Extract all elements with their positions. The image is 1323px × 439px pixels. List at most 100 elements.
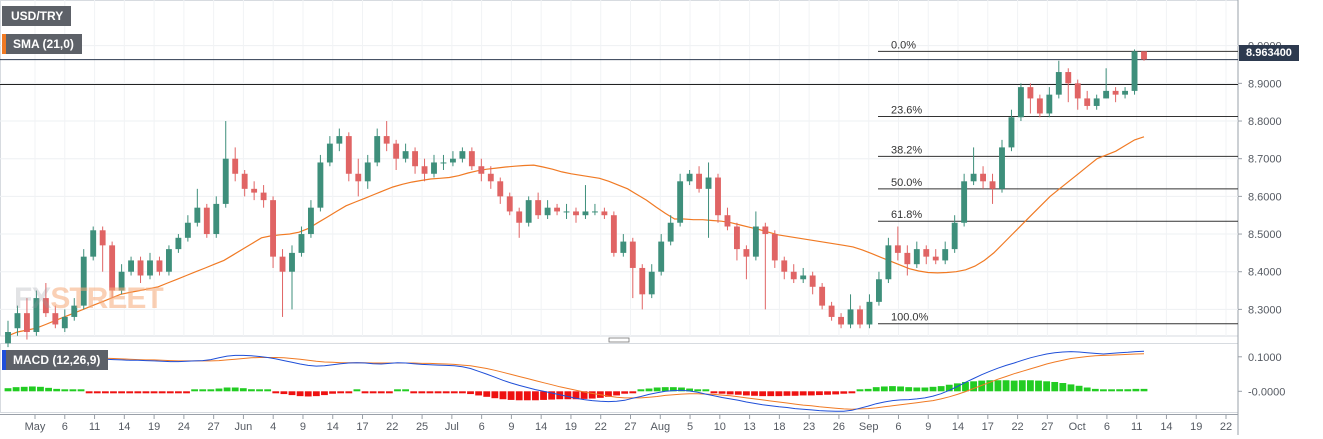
candle-body [724,215,731,227]
macd-histogram-bar [759,391,767,397]
candle-body [809,275,816,287]
candle-body [468,151,475,167]
candle-body [847,309,854,325]
candle-body [762,226,769,235]
macd-histogram-bar [450,391,458,394]
x-tick-label: 22 [595,421,607,433]
macd-histogram-bar [718,391,726,394]
candle-body [393,143,400,159]
macd-histogram-bar [296,391,304,397]
candle-body [298,234,305,253]
macd-histogram-bar [978,380,986,392]
x-tick-label: 14 [1160,421,1172,433]
macd-legend[interactable]: MACD (12,26,9) [2,350,109,370]
candle-body [147,260,153,276]
macd-histogram-bar [369,391,377,394]
x-tick-label: 27 [208,421,220,433]
x-tick-label: 18 [773,421,785,433]
candle-body [61,316,68,329]
macd-histogram-bar [150,391,158,394]
candle-body [771,234,778,261]
x-tick-label: Oct [1069,421,1086,433]
candle-body [781,260,788,272]
candle-body [1065,72,1072,84]
macd-histogram-bar [475,391,483,396]
sma-legend[interactable]: SMA (21,0) [2,34,82,54]
watermark-fx: FX [14,282,51,315]
candle-body [620,241,627,253]
macd-histogram-bar [694,389,702,392]
macd-histogram-bar [816,391,823,396]
x-tick-label: 9 [300,421,306,433]
macd-histogram-bar [491,391,499,399]
macd-histogram-bar [686,388,694,392]
candle-body [875,279,882,302]
candle-body [194,207,201,223]
fxstreet-watermark: FXSTREET [14,282,164,316]
macd-histogram-bar [199,389,207,392]
candle-body [251,188,258,193]
candle-body [838,316,845,325]
x-tick-label: Jun [235,421,253,433]
panel-divider-grip [608,337,630,343]
main-panel-border [0,0,1239,337]
macd-histogram-bar [605,391,612,397]
macd-histogram-bar [312,391,320,397]
macd-histogram-bar [889,386,896,392]
macd-histogram-bar [710,391,718,394]
x-tick-label: 4 [270,421,276,433]
candle-body [449,158,456,163]
macd-histogram-bar [418,391,426,394]
macd-histogram-bar [832,391,840,395]
candle-body [752,226,759,257]
macd-swatch [2,350,6,370]
macd-histogram-bar [101,391,109,394]
candle-body [364,162,371,182]
candle-body [610,215,617,253]
x-tick-label: 14 [327,421,339,433]
macd-histogram-bar [126,391,134,394]
macd-histogram-bar [921,387,929,392]
macd-histogram-bar [1043,381,1051,392]
candle-body [601,211,608,216]
candle-body [582,211,589,216]
macd-histogram-bar [215,388,223,392]
candle-body [942,249,949,261]
candle-body [109,245,116,291]
macd-histogram-bar [661,387,669,392]
macd-histogram-bar [183,391,190,394]
macd-histogram-bar [807,391,815,396]
candle-body [52,313,59,325]
candle-body [913,249,920,265]
candle-body [516,211,523,223]
macd-histogram-bar [158,391,166,394]
candle-body [213,203,220,235]
candle-body [222,158,229,204]
candle-body [639,267,646,295]
candle-body [677,181,684,223]
candle-body [431,162,437,174]
current-price-badge: 8.963400 [1239,45,1299,61]
macd-histogram-bar [458,391,466,394]
macd-histogram-bar [953,383,961,392]
candle-body [336,136,343,144]
macd-histogram-bar [872,387,880,392]
grid-layer [0,0,1239,435]
macd-histogram-bar [1051,381,1059,392]
symbol-legend[interactable]: USD/TRY [2,6,72,26]
candle-body [1112,90,1119,95]
macd-histogram-bar [256,389,263,392]
x-tick-label: 14 [952,421,964,433]
macd-histogram-bar [361,391,369,394]
candle-body [525,200,532,223]
sma-layer [7,136,1145,337]
macd-histogram-bar [442,391,450,394]
candle-body [573,211,579,216]
macd-histogram-bar [467,391,474,395]
macd-histogram-bar [1035,380,1042,392]
candle-body [71,305,78,317]
candle-body [1103,90,1110,99]
candle-body [951,222,958,250]
candle-body [270,200,277,257]
